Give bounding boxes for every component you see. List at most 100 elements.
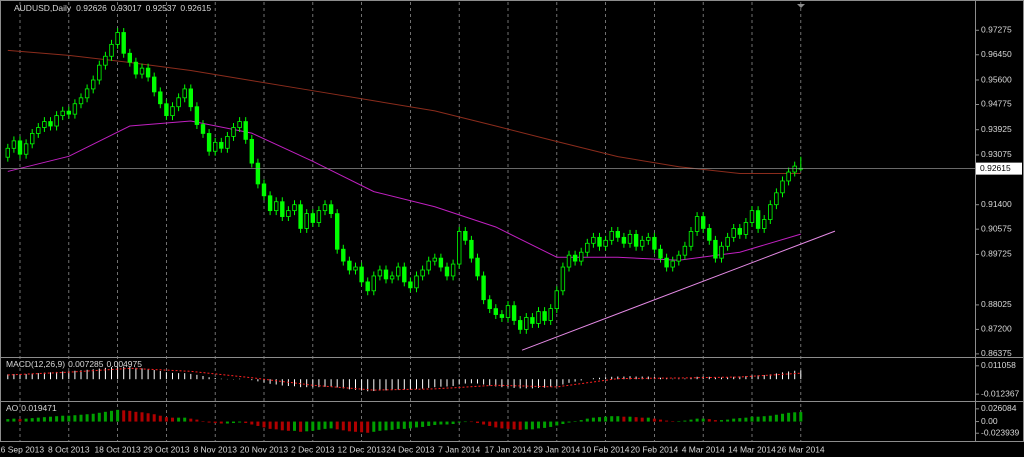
- ao-bar: [665, 420, 669, 422]
- candle-body: [621, 236, 627, 244]
- ao-bar: [12, 418, 16, 422]
- ao-bar: [671, 421, 675, 422]
- macd-title: MACD(12,26,9): [6, 359, 65, 369]
- ao-bar: [476, 421, 479, 424]
- ao-bar: [537, 421, 540, 429]
- ao-bar: [530, 421, 534, 430]
- candle-body: [688, 231, 694, 247]
- header: AUDUSD,Daily 0.92626 0.93017 0.92537 0.92615: [14, 3, 211, 13]
- candle-body: [322, 204, 328, 212]
- candle-body: [78, 97, 84, 105]
- ao-bar: [366, 421, 370, 433]
- candle-body: [737, 228, 742, 235]
- candle-body: [84, 88, 90, 99]
- ao-bar: [561, 421, 565, 424]
- y-tick-label: 0.91400: [981, 199, 1012, 209]
- candle-body: [377, 269, 383, 277]
- signal-value: 0.004975: [107, 359, 143, 369]
- candle-body: [219, 141, 224, 149]
- candle-body: [554, 290, 559, 310]
- ao-bar: [732, 418, 736, 422]
- candle-body: [780, 180, 785, 194]
- ao-bar: [768, 415, 772, 422]
- ao-bar: [311, 421, 315, 431]
- ao-title: AO: [6, 403, 19, 413]
- ao-bar: [689, 419, 693, 422]
- candle-body: [633, 233, 639, 247]
- candle-body: [719, 245, 724, 259]
- ao-bar: [238, 421, 242, 423]
- candle-body: [499, 314, 505, 318]
- candle-body: [60, 110, 65, 117]
- ao-bar: [396, 421, 400, 429]
- x-tick-label: 29 Oct 2013: [143, 444, 190, 454]
- ao-bar: [225, 421, 229, 424]
- ao-bar: [683, 420, 687, 422]
- ao-bar: [512, 421, 516, 430]
- candle-body: [426, 260, 431, 271]
- candle-body: [707, 228, 712, 241]
- ao-bar: [91, 413, 95, 422]
- ao-bar: [677, 421, 681, 422]
- candle-body: [200, 124, 206, 134]
- macd-value: 0.007285: [68, 359, 104, 369]
- y-tick-label: 0.00: [981, 416, 998, 426]
- y-tick-label: 0.96450: [981, 49, 1012, 59]
- candle-body: [286, 210, 291, 217]
- y-tick-label: 0.93925: [981, 124, 1012, 134]
- candle-body: [389, 275, 395, 280]
- ao-bar: [384, 421, 388, 431]
- candle-body: [334, 213, 340, 250]
- ao-bar: [171, 417, 174, 422]
- macd-header: MACD(12,26,9) 0.007285 0.004975: [6, 359, 142, 369]
- x-tick-label: 17 Jan 2014: [485, 444, 532, 454]
- candle-body: [536, 311, 541, 324]
- candle-body: [255, 162, 261, 185]
- signal-line: [7, 367, 801, 391]
- candle-body: [103, 55, 108, 66]
- y-tick-label: 0.88025: [981, 299, 1012, 309]
- candle-body: [304, 213, 309, 229]
- x-tick-label: 20 Feb 2014: [631, 444, 679, 454]
- candle-body: [280, 201, 285, 217]
- candle-body: [682, 245, 688, 256]
- ao-bar: [500, 421, 504, 429]
- candle-body: [182, 88, 187, 99]
- candle-body: [231, 127, 236, 137]
- ao-bar: [506, 421, 510, 429]
- candle-body: [701, 216, 706, 229]
- current-price-box: [976, 162, 1022, 175]
- candle-body: [164, 103, 169, 117]
- y-tick-label: 0.94775: [981, 99, 1012, 109]
- ao-bar: [756, 416, 760, 422]
- x-tick-label: 12 Dec 2013: [337, 444, 385, 454]
- ao-bar: [616, 416, 620, 422]
- candle-body: [560, 266, 566, 292]
- ao-bar: [293, 421, 296, 431]
- ao-bar: [628, 416, 632, 422]
- ao-bar: [799, 412, 803, 422]
- candle-body: [438, 257, 444, 268]
- ao-bar: [103, 411, 107, 422]
- ao-bar: [61, 415, 65, 422]
- candle-body: [328, 204, 334, 215]
- ao-bar: [457, 421, 461, 423]
- y-tick-label: 0.87200: [981, 324, 1012, 334]
- ao-bar: [140, 412, 144, 422]
- candle-body: [511, 305, 517, 321]
- candle-body: [579, 251, 584, 262]
- candle-body: [646, 236, 651, 241]
- y-tick-label: 0.97275: [981, 25, 1012, 35]
- candle-body: [91, 79, 96, 90]
- ao-bar: [707, 419, 711, 422]
- candle-body: [505, 305, 511, 318]
- high-value: 0.93017: [111, 3, 142, 13]
- candle-body: [713, 239, 718, 259]
- candle-body: [463, 231, 468, 241]
- candle-body: [786, 171, 791, 182]
- candle-body: [237, 121, 242, 128]
- x-tick-label: 2 Dec 2013: [291, 444, 335, 454]
- candle-body: [72, 103, 78, 115]
